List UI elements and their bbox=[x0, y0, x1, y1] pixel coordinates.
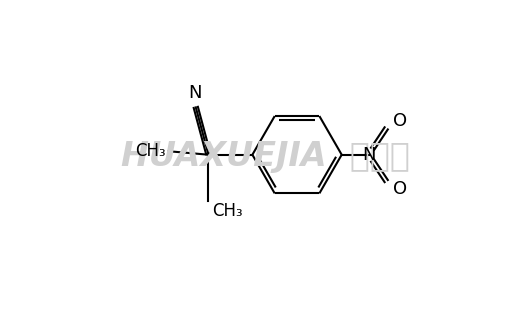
Text: N: N bbox=[362, 146, 376, 164]
Text: CH₃: CH₃ bbox=[135, 142, 166, 160]
Text: O: O bbox=[393, 180, 408, 198]
Text: HUAXUEJIA  化学加: HUAXUEJIA 化学加 bbox=[121, 140, 410, 173]
Text: CH₃: CH₃ bbox=[212, 203, 243, 220]
Text: N: N bbox=[188, 84, 202, 102]
Text: O: O bbox=[393, 112, 408, 130]
